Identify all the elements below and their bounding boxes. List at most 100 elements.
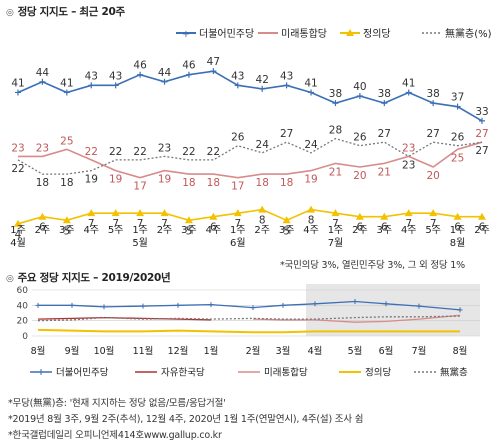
data-label-democratic: 43 [231,70,244,82]
y-tick-label: 40 [17,301,29,311]
point-democratic [137,71,144,78]
point-justice [380,212,389,220]
legend-label-democratic: 더불어민주당 [199,28,254,40]
point-justice [38,212,47,220]
data-label-democratic: 46 [182,60,196,72]
data-label-unaffiliated: 27 [426,128,439,140]
note-survey-breaks: *2019년 8월 3주, 9월 2주(추석), 12월 4주, 2020년 1… [8,414,364,425]
point-democratic [250,305,256,311]
data-label-united_future: 20 [426,170,439,182]
data-label-justice: 8 [308,215,315,227]
top-footnote: *국민의당 3%, 열린민주당 3%, 그 외 정당 1% [280,260,465,271]
point-democratic [356,93,363,99]
x-tick-label: 11월 [133,345,154,357]
point-democratic [101,304,107,310]
point-justice [87,209,96,217]
bottom-chart-title: ◎ 주요 정당 지지도 – 2019/2020년 [6,270,171,285]
data-label-united_future: 23 [402,142,415,154]
point-democratic [479,117,485,124]
data-label-united_future: 18 [207,177,220,189]
data-label-justice: 7 [234,218,241,230]
data-label-unaffiliated: 26 [353,132,367,144]
x-tick-label: 7월 [328,237,344,249]
data-label-united_future: 22 [85,146,98,158]
note-unaffiliated: *무당(無黨)층: '현재 지지하는 정당 없음/모름/응답거절' [8,398,226,409]
point-democratic [35,302,41,308]
data-label-justice: 7 [137,218,144,230]
point-democratic [112,82,119,89]
legend-label-united_future: 미래통합당 [281,28,327,40]
legend-label-liberty_korea: 자유한국당 [161,368,205,379]
point-democratic [234,82,241,89]
x-tick-label: 2주 [254,225,270,236]
line-united_future [252,314,461,323]
legend-label-unaffiliated: 無黨층(%) [445,27,492,40]
point-justice [478,212,486,220]
data-label-united_future: 19 [304,174,317,186]
x-tick-label: 5월 [132,237,148,249]
point-justice [136,209,145,217]
x-tick-label: 7월 [412,345,427,357]
data-label-justice: 6 [381,222,388,234]
data-label-united_future: 21 [378,166,391,178]
point-justice [258,205,267,213]
top-chart-title-text: 정당 지지도 – 최근 20주 [17,6,126,18]
point-democratic [312,301,318,307]
point-democratic [185,71,192,78]
data-label-justice: 7 [405,218,412,230]
legend-marker-democratic: + [182,29,190,40]
data-label-justice: 7 [88,218,95,230]
data-label-unaffiliated: 23 [402,159,415,171]
data-label-united_future: 19 [158,174,171,186]
data-label-united_future: 19 [109,174,122,186]
x-tick-label: 3주 [377,225,393,236]
x-tick-label: 12월 [168,345,189,357]
point-justice [14,219,22,227]
point-democratic [69,302,75,308]
x-tick-label: 8월 [450,237,466,249]
point-democratic [280,302,286,308]
point-justice [453,212,462,220]
data-label-justice: 8 [259,215,266,227]
x-tick-label: 2주 [35,225,51,236]
data-label-justice: 6 [357,222,364,234]
y-tick-label: 20 [17,317,29,327]
data-label-justice: 6 [210,222,217,234]
point-democratic [381,100,388,107]
x-tick-label: 4월 [10,237,26,249]
point-democratic [383,301,389,307]
x-tick-label: 5주 [425,225,441,236]
point-democratic [430,100,437,107]
point-democratic [63,89,70,96]
x-tick-label: 3주 [181,225,197,236]
bottom-chart: 0 20 40 60 8월 9월 10월 11월 12월 1월 2월 3월 4월 5월 6월 7월 8월더불어민… [17,284,480,379]
x-tick-label: 1주 [10,225,26,236]
data-label-unaffiliated: 26 [231,132,245,144]
legend-label-democratic: 더불어민주당 [56,368,109,379]
point-justice [233,209,242,217]
data-label-united_future: 21 [329,166,342,178]
point-democratic [405,89,412,96]
legend-label-united_future: 미래통합당 [264,368,308,379]
legend-label-justice: 정의당 [363,28,391,40]
legend-marker-democratic [38,369,44,375]
data-label-democratic: 43 [85,70,98,82]
data-label-democratic: 38 [378,88,391,100]
point-democratic [259,85,266,92]
point-democratic [15,89,21,96]
x-tick-label: 6월 [230,237,246,249]
data-label-unaffiliated: 28 [329,125,342,137]
top-chart-title: ◎ 정당 지지도 – 최근 20주 [6,4,125,19]
data-label-democratic: 47 [207,56,220,68]
data-label-democratic: 33 [475,106,488,118]
line-united_future [18,141,483,179]
point-democratic [352,299,358,304]
data-label-justice: 6 [39,222,46,234]
point-justice [355,212,364,220]
x-tick-label: 1주 [328,225,344,236]
data-label-united_future: 18 [256,177,269,189]
data-label-united_future: 20 [353,170,366,182]
data-label-united_future: 25 [451,152,464,164]
point-democratic [416,303,422,309]
data-label-unaffiliated: 26 [451,132,465,144]
